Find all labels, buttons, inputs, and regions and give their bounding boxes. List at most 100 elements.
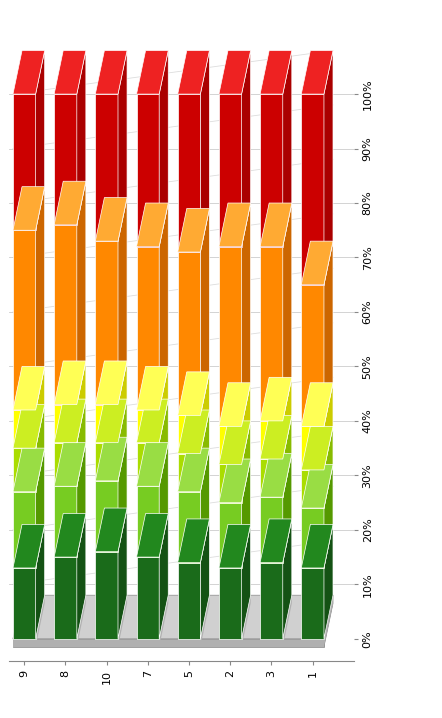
Polygon shape	[13, 492, 36, 568]
Polygon shape	[36, 524, 45, 639]
Polygon shape	[301, 50, 333, 94]
Polygon shape	[200, 595, 210, 647]
Polygon shape	[95, 404, 118, 443]
Polygon shape	[324, 50, 333, 285]
Polygon shape	[301, 426, 333, 470]
Polygon shape	[219, 426, 242, 465]
Polygon shape	[242, 203, 251, 426]
Polygon shape	[159, 203, 168, 410]
Polygon shape	[324, 465, 333, 568]
Polygon shape	[77, 595, 86, 647]
Polygon shape	[260, 459, 283, 497]
Polygon shape	[13, 404, 45, 448]
Polygon shape	[219, 465, 242, 503]
Polygon shape	[118, 508, 127, 639]
Polygon shape	[137, 557, 159, 639]
Polygon shape	[200, 448, 210, 562]
Polygon shape	[77, 181, 86, 404]
Polygon shape	[260, 454, 292, 497]
Polygon shape	[13, 94, 36, 230]
Polygon shape	[118, 197, 127, 404]
Polygon shape	[178, 454, 200, 492]
Polygon shape	[260, 562, 283, 639]
Polygon shape	[260, 497, 283, 562]
Polygon shape	[36, 366, 45, 448]
Polygon shape	[118, 595, 127, 647]
Polygon shape	[13, 448, 36, 492]
Polygon shape	[283, 50, 292, 246]
Polygon shape	[13, 410, 36, 448]
Polygon shape	[13, 568, 36, 639]
Polygon shape	[159, 513, 168, 639]
Polygon shape	[159, 443, 168, 557]
Polygon shape	[118, 399, 127, 481]
Polygon shape	[283, 595, 292, 647]
Polygon shape	[219, 524, 251, 568]
Polygon shape	[301, 426, 324, 470]
Polygon shape	[301, 241, 333, 285]
Polygon shape	[219, 94, 242, 246]
Polygon shape	[54, 404, 77, 443]
Polygon shape	[301, 285, 324, 426]
Polygon shape	[137, 94, 159, 246]
Polygon shape	[260, 378, 292, 421]
Polygon shape	[283, 519, 292, 639]
Polygon shape	[219, 503, 242, 568]
Polygon shape	[200, 208, 210, 416]
Polygon shape	[283, 454, 292, 562]
Polygon shape	[13, 366, 45, 410]
Polygon shape	[95, 197, 127, 241]
Polygon shape	[95, 551, 118, 639]
Polygon shape	[137, 203, 168, 246]
Polygon shape	[301, 470, 324, 508]
Polygon shape	[283, 378, 292, 459]
Polygon shape	[159, 595, 168, 647]
Polygon shape	[324, 383, 333, 470]
Polygon shape	[137, 399, 168, 443]
Polygon shape	[54, 639, 77, 647]
Polygon shape	[13, 639, 36, 647]
Polygon shape	[200, 372, 210, 454]
Polygon shape	[95, 50, 127, 94]
Polygon shape	[13, 187, 45, 230]
Polygon shape	[13, 448, 45, 492]
Polygon shape	[242, 50, 251, 246]
Polygon shape	[324, 524, 333, 639]
Polygon shape	[242, 459, 251, 568]
Polygon shape	[159, 399, 168, 486]
Polygon shape	[54, 557, 77, 639]
Polygon shape	[95, 481, 118, 551]
Polygon shape	[219, 203, 251, 246]
Polygon shape	[178, 50, 210, 94]
Polygon shape	[95, 437, 127, 481]
Polygon shape	[178, 448, 210, 492]
Polygon shape	[200, 50, 210, 252]
Polygon shape	[137, 513, 168, 557]
Polygon shape	[283, 203, 292, 421]
Polygon shape	[200, 410, 210, 492]
Polygon shape	[13, 524, 45, 568]
Polygon shape	[118, 437, 127, 551]
Polygon shape	[95, 508, 127, 551]
Polygon shape	[118, 50, 127, 241]
Polygon shape	[178, 94, 200, 252]
Polygon shape	[137, 246, 159, 410]
Polygon shape	[36, 187, 45, 410]
Polygon shape	[260, 246, 283, 421]
Polygon shape	[54, 399, 86, 443]
Polygon shape	[159, 366, 168, 443]
Polygon shape	[178, 372, 210, 416]
Polygon shape	[137, 443, 159, 486]
Polygon shape	[324, 241, 333, 426]
Polygon shape	[301, 465, 333, 508]
Polygon shape	[242, 383, 251, 465]
Polygon shape	[178, 410, 210, 454]
Polygon shape	[95, 361, 127, 404]
Polygon shape	[178, 519, 210, 562]
Polygon shape	[137, 443, 168, 486]
Polygon shape	[95, 399, 127, 443]
Polygon shape	[137, 410, 159, 443]
Polygon shape	[219, 459, 251, 503]
Polygon shape	[77, 361, 86, 443]
Polygon shape	[260, 639, 283, 647]
